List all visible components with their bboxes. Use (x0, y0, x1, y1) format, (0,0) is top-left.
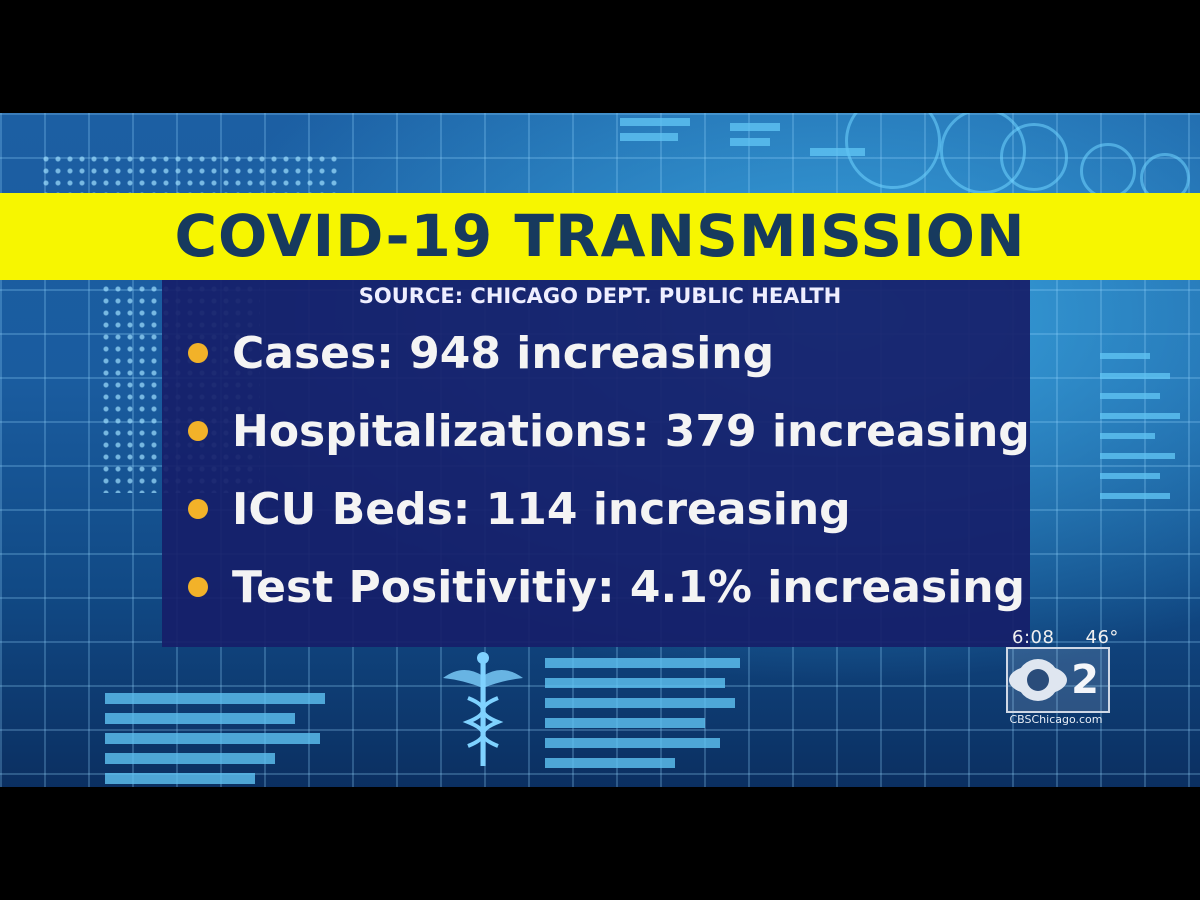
bar-decoration (1100, 433, 1155, 439)
bullet-icon (188, 343, 208, 363)
bar-decoration (1100, 373, 1170, 379)
caduceus-icon (438, 648, 528, 768)
bar-decoration (545, 738, 720, 748)
channel-number: 2 (1071, 657, 1099, 703)
content-panel (162, 280, 1030, 647)
headline-title: COVID-19 TRANSMISSION (174, 202, 1026, 270)
bar-decoration (730, 138, 770, 146)
station-website: CBSChicago.com (1009, 713, 1103, 726)
bar-decoration (1100, 413, 1180, 419)
title-banner (0, 193, 1200, 280)
bar-decoration (105, 753, 275, 764)
bar-decoration (1100, 493, 1170, 499)
list-item: Test Positivitiy: 4.1% increasing (188, 559, 1025, 615)
bar-decoration (810, 148, 865, 156)
bar-decoration (730, 123, 780, 131)
bullet-icon (188, 577, 208, 597)
bullet-icon (188, 499, 208, 519)
bar-decoration (105, 713, 295, 724)
bar-decoration (545, 658, 740, 668)
icu-beds-text: ICU Beds: 114 increasing (232, 483, 851, 535)
list-item: Cases: 948 increasing (188, 325, 774, 381)
bar-decoration (105, 693, 325, 704)
test-positivity-text: Test Positivitiy: 4.1% increasing (232, 561, 1026, 613)
bar-decoration (545, 758, 675, 768)
list-item: Hospitalizations: 379 increasing (188, 403, 1030, 459)
bar-decoration (620, 133, 678, 141)
bar-decoration (545, 678, 725, 688)
cbs2-logo: 2 (1006, 647, 1110, 713)
bullet-icon (188, 421, 208, 441)
cbs-eye-icon (1009, 659, 1068, 701)
user-circle-icon (1080, 143, 1136, 199)
broadcast-frame: COVID-19 TRANSMISSION SOURCE: CHICAGO DE… (0, 113, 1200, 787)
bar-decoration (620, 118, 690, 126)
bar-decoration (1100, 353, 1150, 359)
bar-decoration (1100, 393, 1160, 399)
source-caption: SOURCE: CHICAGO DEPT. PUBLIC HEALTH (358, 284, 842, 308)
user-circle-icon (1000, 123, 1068, 191)
hospitalizations-text: Hospitalizations: 379 increasing (232, 405, 1030, 457)
bar-decoration (105, 733, 320, 744)
bar-decoration (105, 773, 255, 784)
bar-decoration (545, 718, 705, 728)
cases-text: Cases: 948 increasing (232, 327, 775, 379)
bar-decoration (1100, 473, 1160, 479)
bar-decoration (545, 698, 735, 708)
bar-decoration (1100, 453, 1175, 459)
time-readout: 6:08 (1012, 627, 1055, 648)
time-temperature: 6:08 46° (1012, 627, 1119, 648)
temperature-readout: 46° (1085, 627, 1119, 648)
list-item: ICU Beds: 114 increasing (188, 481, 851, 537)
